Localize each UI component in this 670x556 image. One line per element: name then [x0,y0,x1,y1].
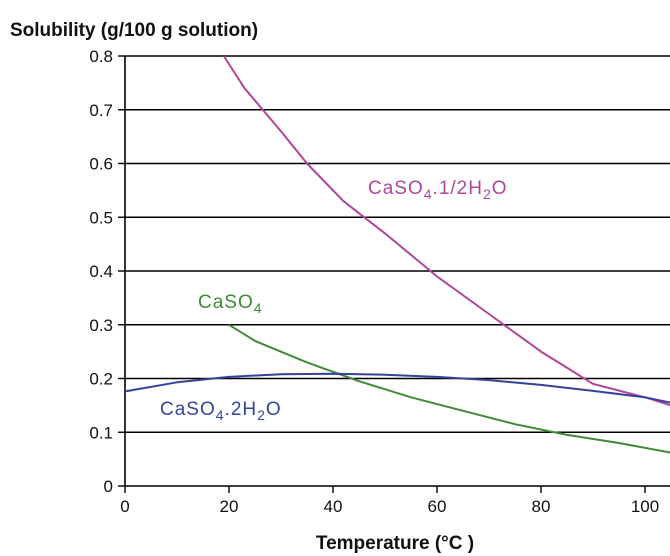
x-tick-label: 60 [428,497,447,516]
y-tick-label: 0.4 [89,262,113,281]
series-line-2 [124,372,670,404]
label-text: CaSO [368,178,424,199]
subscript: 4 [216,407,225,423]
y-tick-label: 0 [104,477,113,496]
x-tick-label: 0 [120,497,129,516]
subscript: 4 [254,300,263,316]
y-tick-label: 0.2 [89,370,113,389]
series-label-1: CaSO4 [198,292,263,316]
x-tick-label: 100 [631,497,659,516]
y-tick-label: 0.6 [89,155,113,174]
series-line-0 [222,55,670,407]
label-text: O [266,399,282,420]
series-label-0: CaSO4.1/2H2O [368,178,508,202]
label-text: CaSO [160,399,216,420]
x-tick-label: 40 [324,497,343,516]
axes: 0 0.1 0.2 0.3 0.4 0.5 0.6 0.7 0.8 0 20 40 60 80 100 [89,47,670,516]
label-text: O [492,178,508,199]
x-tick-label: 80 [532,497,551,516]
subscript: 4 [424,186,433,202]
subscript: 2 [483,186,492,202]
series-label-2: CaSO4.2H2O [160,399,282,423]
x-axis-title: Temperature (°C ) [316,533,474,554]
series-lines [124,55,670,454]
y-axis-title: Solubility (g/100 g solution) [10,20,258,41]
y-tick-label: 0.5 [89,208,113,227]
label-text: .1/2H [433,178,483,199]
label-text: CaSO [198,292,254,313]
x-tick-label: 20 [220,497,239,516]
series-line-1 [228,323,670,454]
y-tick-label: 0.8 [89,47,113,66]
label-text: .2H [225,399,258,420]
subscript: 2 [257,407,266,423]
y-tick-label: 0.7 [89,101,113,120]
y-tick-label: 0.1 [89,423,113,442]
y-tick-label: 0.3 [89,316,113,335]
